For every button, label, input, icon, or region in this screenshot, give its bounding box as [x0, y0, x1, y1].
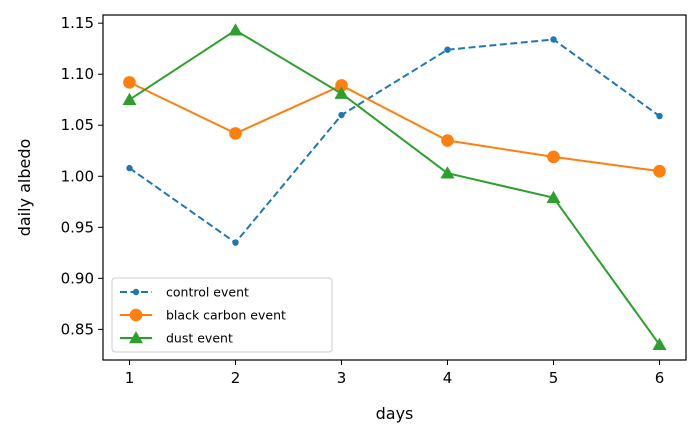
x-tick-label: 3 [337, 369, 347, 387]
y-tick-label: 0.90 [61, 269, 94, 287]
y-axis: 0.85 0.90 0.95 1.00 1.05 1.10 1.15 [61, 14, 103, 338]
legend: control event black carbon event dust even… [111, 277, 333, 353]
x-axis: 1 2 3 4 5 6 [125, 360, 665, 387]
legend-label: control event [166, 285, 249, 300]
legend-label: dust event [166, 331, 233, 346]
legend-item: control event [120, 285, 249, 300]
legend-marker [129, 331, 143, 344]
legend-item: black carbon event [120, 308, 286, 323]
data-point [652, 337, 667, 350]
data-point [126, 164, 133, 172]
legend-box [111, 277, 333, 353]
data-point [232, 239, 239, 246]
data-point [547, 150, 560, 164]
data-point [335, 79, 348, 92]
data-point [653, 164, 666, 178]
data-point [546, 190, 561, 203]
data-point [229, 127, 242, 140]
series-black-carbon-event [123, 76, 666, 178]
y-axis-label: daily albedo [15, 139, 34, 237]
data-point [550, 36, 557, 43]
data-point [123, 76, 136, 89]
x-tick-label: 4 [443, 369, 453, 387]
legend-item: dust event [120, 331, 233, 346]
x-tick-label: 2 [231, 369, 241, 387]
plot-area [122, 23, 667, 350]
series-control-event [126, 36, 663, 246]
y-tick-label: 1.10 [61, 65, 94, 83]
data-point [122, 92, 137, 105]
data-point [440, 166, 455, 179]
x-axis-label: days [376, 404, 414, 423]
data-point [338, 111, 345, 119]
y-tick-label: 1.05 [61, 116, 94, 134]
x-tick-label: 6 [655, 369, 665, 387]
legend-marker [129, 308, 143, 322]
data-point [228, 23, 243, 36]
series-line [128, 38, 661, 244]
legend-marker [132, 288, 140, 296]
y-tick-label: 0.95 [61, 218, 94, 236]
data-point [656, 112, 663, 120]
data-point [444, 46, 451, 53]
x-tick-label: 1 [125, 369, 135, 387]
x-tick-label: 5 [549, 369, 559, 387]
series-line [128, 29, 661, 346]
legend-label: black carbon event [166, 308, 286, 323]
series-line [129, 81, 660, 173]
data-point [334, 86, 349, 99]
series-dust-event [122, 23, 667, 350]
data-point [441, 134, 454, 147]
y-tick-label: 1.00 [61, 167, 94, 185]
axes-frame [102, 14, 687, 361]
y-tick-label: 1.15 [61, 14, 94, 32]
y-tick-label: 0.85 [61, 320, 94, 338]
